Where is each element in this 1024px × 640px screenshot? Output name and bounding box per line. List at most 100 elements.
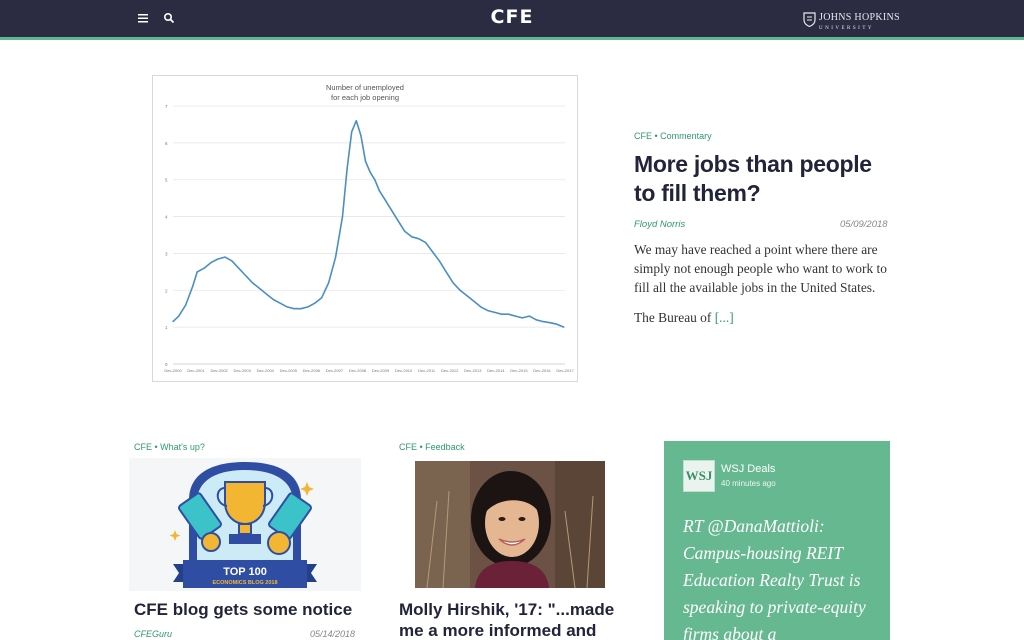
data-point	[466, 295, 468, 297]
data-point	[341, 215, 344, 218]
person-photo-icon	[415, 461, 605, 588]
y-tick-label: 2	[165, 288, 168, 293]
hamburger-menu-icon[interactable]	[137, 12, 149, 24]
y-tick-label: 7	[165, 104, 168, 109]
x-tick-label: Dec-2000	[164, 368, 182, 373]
x-tick-label: Dec-2007	[326, 368, 344, 373]
data-point	[217, 258, 219, 260]
data-point	[390, 208, 392, 210]
portrait-photo[interactable]	[415, 461, 605, 588]
chart-title: Number of unemployed for each job openin…	[153, 83, 577, 103]
data-point	[251, 282, 254, 284]
featured-article-title[interactable]: More jobs than people to fill them?	[634, 151, 872, 206]
card-author[interactable]: CFEGuru	[134, 629, 173, 639]
y-tick-label: 5	[165, 178, 168, 183]
data-point	[314, 302, 316, 304]
data-point	[360, 134, 362, 137]
x-tick-label: Dec-2017	[556, 368, 574, 373]
data-point	[507, 313, 510, 315]
data-point	[473, 300, 475, 302]
data-point	[245, 274, 247, 277]
data-point	[258, 287, 261, 290]
chart-title-line-2: for each job opening	[331, 93, 399, 102]
x-tick-label: Dec-2010	[395, 368, 413, 373]
y-tick-label: 0	[165, 362, 168, 367]
data-point	[178, 315, 180, 317]
x-tick-label: Dec-2016	[533, 368, 551, 373]
data-point	[459, 289, 461, 291]
data-point	[224, 256, 226, 258]
unemployed-per-opening-line-chart: 0 1 2 3 4 5 6 7 Dec-2000 Dec-2001 Dec-2002 Dec-2003…	[164, 104, 574, 373]
data-point	[397, 219, 399, 221]
university-shield-icon	[803, 11, 816, 27]
data-point	[431, 250, 434, 253]
data-point	[334, 256, 337, 258]
featured-author[interactable]: Floyd Norris	[634, 219, 686, 230]
data-point	[364, 160, 367, 162]
data-point	[500, 313, 503, 315]
data-point	[563, 326, 565, 328]
data-point	[351, 131, 353, 133]
data-point	[172, 321, 174, 323]
data-point	[192, 286, 194, 288]
university-subtitle: UNIVERSITY	[819, 26, 874, 31]
featured-category[interactable]: CFE • Commentary	[634, 131, 712, 141]
data-point	[404, 230, 406, 232]
top-100-badge-image[interactable]: TOP 100 ECONOMICS BLOG 2018	[129, 458, 361, 591]
tweet-text[interactable]: RT @DanaMattioli: Campus-housing REIT Ed…	[683, 516, 866, 640]
data-point	[272, 298, 274, 301]
data-point	[293, 308, 295, 310]
x-tick-label: Dec-2009	[372, 368, 390, 373]
featured-chart-image[interactable]: Number of unemployed for each job openin…	[152, 75, 578, 382]
featured-read-more: The Bureau of [...]	[634, 310, 734, 326]
university-logo[interactable]: JOHNS HOPKINS UNIVERSITY	[803, 10, 900, 31]
data-point	[346, 168, 348, 170]
data-point	[424, 241, 427, 243]
header-accent-line	[0, 37, 1024, 40]
card-title[interactable]: CFE blog gets some notice	[134, 600, 353, 619]
trophy-icon: TOP 100 ECONOMICS BLOG 2018	[169, 462, 317, 588]
x-tick-label: Dec-2005	[280, 368, 298, 373]
badge-top-text: TOP 100	[223, 566, 267, 578]
x-tick-label: Dec-2011	[418, 368, 436, 373]
x-tick-label: Dec-2006	[303, 368, 321, 373]
card-title[interactable]: Molly Hirshik, '17: "...made me a more i…	[399, 600, 615, 640]
x-tick-label: Dec-2012	[441, 368, 459, 373]
data-point	[383, 197, 385, 199]
data-point	[374, 179, 376, 181]
tweet-author[interactable]: WSJ Deals	[721, 463, 776, 475]
card-category[interactable]: CFE • What's up?	[134, 442, 205, 452]
x-tick-label: Dec-2004	[257, 368, 275, 373]
data-point	[514, 315, 517, 317]
x-tick-label: Dec-2013	[464, 368, 482, 373]
wsj-avatar[interactable]: WSJ	[683, 460, 715, 492]
x-tick-label: Dec-2003	[234, 368, 252, 373]
x-tick-label: Dec-2002	[210, 368, 228, 373]
data-point	[535, 319, 537, 321]
data-point	[279, 302, 281, 304]
data-point	[286, 306, 288, 308]
chart-title-line-1: Number of unemployed	[326, 83, 404, 92]
data-point	[307, 306, 309, 308]
data-point	[411, 236, 413, 238]
site-logo[interactable]: CFE	[490, 6, 534, 28]
data-point	[265, 293, 267, 295]
university-name: JOHNS HOPKINS	[819, 12, 900, 23]
tweet-time: 40 minutes ago	[721, 479, 776, 488]
card-category[interactable]: CFE • Feedback	[399, 442, 465, 452]
data-point	[542, 321, 544, 323]
search-icon[interactable]	[163, 12, 175, 24]
series-line	[172, 119, 565, 328]
data-point	[487, 309, 489, 312]
data-point	[210, 262, 212, 264]
twitter-widget: WSJ WSJ Deals 40 minutes ago RT @DanaMat…	[664, 441, 890, 640]
data-point	[494, 311, 496, 313]
data-point	[355, 120, 357, 122]
data-point	[238, 267, 240, 269]
featured-excerpt: We may have reached a point where there …	[634, 242, 887, 295]
top-navigation-bar: CFE JOHNS HOPKINS UNIVERSITY	[0, 0, 1024, 37]
x-tick-label: Dec-2001	[187, 368, 205, 373]
data-point	[521, 317, 523, 319]
read-more-link[interactable]: [...]	[714, 310, 734, 325]
x-tick-label: Dec-2014	[487, 368, 505, 373]
